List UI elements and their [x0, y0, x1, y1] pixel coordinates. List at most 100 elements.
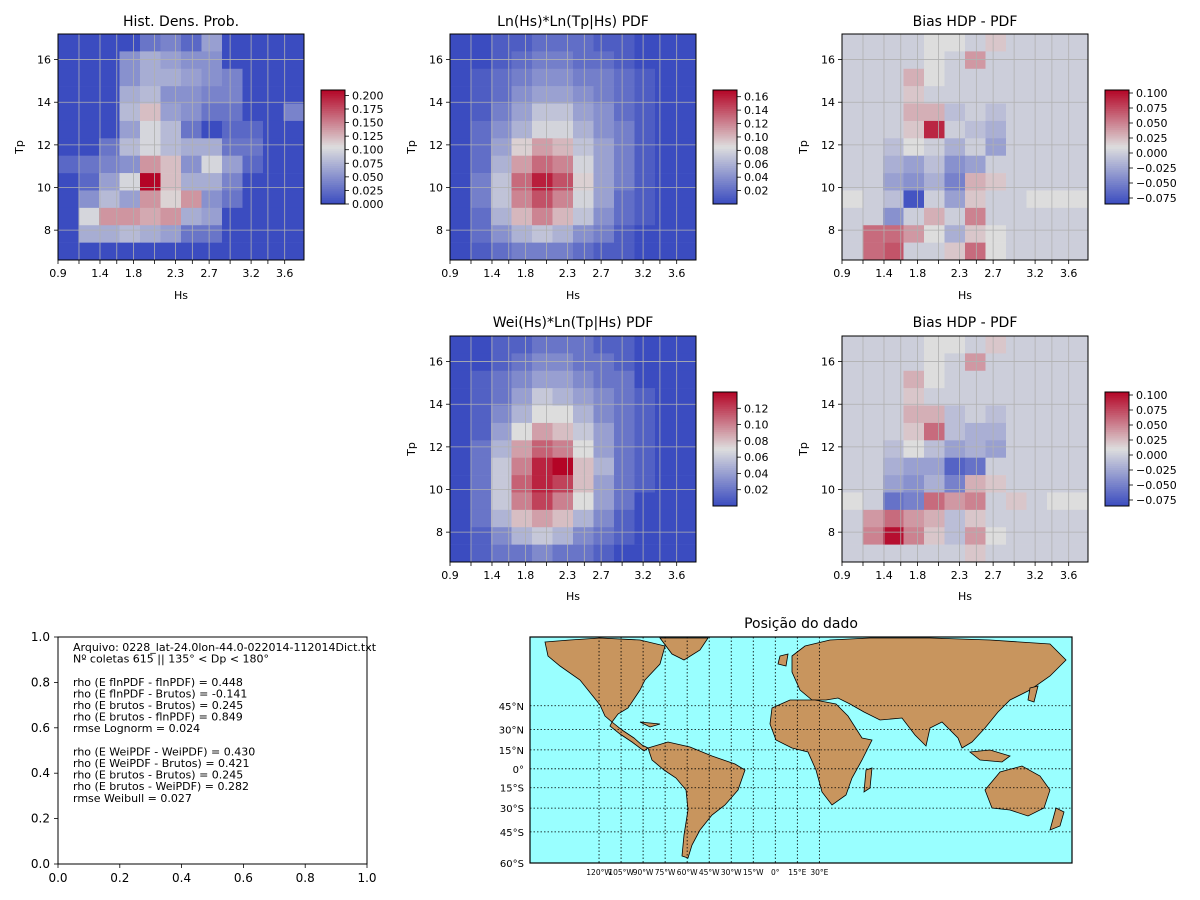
heatmap-frame	[449, 335, 697, 563]
heatmap-cell	[883, 225, 904, 243]
heatmap-cell	[450, 475, 471, 493]
colorbar-segment	[1105, 131, 1129, 135]
heatmap-cell	[1006, 190, 1027, 209]
heatmap-title: Hist. Dens. Prob.	[123, 14, 239, 30]
x-tick-label: 2.7	[200, 267, 218, 280]
heatmap-cell	[675, 51, 697, 70]
heatmap-cell	[283, 173, 305, 191]
x-tick-label: 2.7	[592, 569, 610, 582]
heatmap-ln-ln-pdf: Ln(Hs)*Ln(Tp|Hs) PDF Hs Tp 0.9 1.4 1.8 2.3 2…	[405, 14, 769, 302]
heatmap-cell	[222, 155, 243, 174]
heatmap-cell	[573, 353, 594, 372]
heatmap-cell	[1026, 353, 1048, 372]
heatmap-frame	[841, 33, 1089, 261]
heatmap-cell	[675, 225, 697, 243]
heatmap-cell	[1006, 405, 1027, 424]
x-tick-label: 0.9	[441, 569, 459, 582]
heatmap-cell	[573, 492, 594, 511]
colorbar-segment	[321, 114, 345, 117]
colorbar-segment	[713, 431, 737, 435]
text-panel-y-tick-label: 0.0	[31, 857, 50, 871]
heatmap-cell	[491, 34, 512, 52]
heatmap-cell	[593, 68, 615, 87]
x-tick-label: 0.9	[441, 267, 459, 280]
colorbar: −0.075 −0.050 −0.025 0.000 0.025 0.050 0.075 0.…	[1104, 389, 1177, 507]
heatmap-cell	[1006, 440, 1027, 458]
y-tick-label: 8	[44, 224, 51, 237]
heatmap-cell	[552, 34, 574, 52]
heatmap-cell	[944, 225, 966, 243]
heatmap-cell	[634, 388, 656, 406]
colorbar-segment	[713, 464, 737, 467]
heatmap-cell	[842, 492, 863, 511]
colorbar-segment	[321, 171, 345, 174]
heatmap-cell	[614, 34, 635, 52]
heatmap-cell	[1026, 492, 1048, 511]
heatmap-cell	[242, 34, 264, 52]
heatmap-cell	[470, 509, 492, 528]
heatmap-ylabel: Tp	[405, 442, 418, 457]
heatmap-cell	[470, 103, 492, 122]
colorbar-segment	[1105, 422, 1129, 425]
heatmap-title: Ln(Hs)*Ln(Tp|Hs) PDF	[497, 14, 649, 30]
heatmap-cell	[842, 86, 863, 104]
heatmap-cell	[1026, 190, 1048, 209]
world-map-panel: Posição do dado	[499, 616, 1073, 877]
heatmap-cell	[532, 353, 553, 372]
colorbar-segment	[713, 185, 737, 188]
heatmap-cell	[862, 120, 884, 139]
heatmap-cell	[1047, 120, 1068, 139]
heatmap-cell	[944, 155, 966, 174]
colorbar-segment	[713, 99, 737, 102]
heatmap-cell	[119, 86, 141, 104]
heatmap-cell	[450, 544, 471, 563]
heatmap-cell	[862, 353, 884, 372]
heatmap-cell	[99, 155, 120, 174]
map-lon-label: 30°E	[810, 868, 828, 877]
heatmap-cell	[470, 475, 492, 493]
heatmap-cell	[965, 207, 986, 226]
heatmap-cell	[1047, 457, 1068, 476]
heatmap-cell	[862, 527, 884, 545]
heatmap-cell	[1067, 527, 1089, 545]
heatmap-cell	[593, 475, 615, 493]
heatmap-cell	[181, 68, 202, 87]
heatmap-cell	[842, 336, 863, 354]
colorbar-segment	[1105, 428, 1129, 431]
heatmap-cell	[242, 155, 264, 174]
heatmap-cell	[532, 242, 553, 261]
heatmap-cell	[1047, 405, 1068, 424]
heatmap-cell	[965, 138, 986, 156]
colorbar-segment	[1105, 93, 1129, 97]
heatmap-cell	[1026, 370, 1048, 389]
colorbar-segment	[713, 135, 737, 138]
heatmap-cell	[573, 527, 594, 545]
heatmap-cell	[965, 155, 986, 174]
colorbar-segment	[321, 181, 345, 184]
heatmap-cell	[283, 34, 305, 52]
colorbar-tick-label: −0.025	[1136, 162, 1177, 175]
heatmap-cell	[160, 120, 182, 139]
y-tick-label: 16	[821, 54, 835, 67]
heatmap-cell	[511, 51, 533, 70]
heatmap-cell	[511, 336, 533, 354]
stats-text-lines: Arquivo: 0228_lat-24.0lon-44.0-022014-11…	[73, 641, 377, 805]
heatmap-cell	[78, 120, 100, 139]
heatmap-cell	[552, 509, 574, 528]
heatmap-cell	[1006, 34, 1027, 52]
heatmap-cell	[201, 120, 223, 139]
heatmap-cell	[99, 120, 120, 139]
colorbar-segment	[321, 90, 345, 93]
colorbar: 0.0000.0250.0500.0750.1000.1250.1500.175…	[320, 89, 384, 211]
colorbar-segment	[321, 177, 345, 180]
heatmap-cell	[842, 544, 863, 563]
heatmap-cell	[1026, 242, 1048, 261]
heatmap-cell	[924, 51, 945, 70]
x-tick-label: 2.7	[984, 569, 1002, 582]
heatmap-cell	[99, 86, 120, 104]
colorbar-segment	[713, 403, 737, 406]
heatmap-cell	[511, 370, 533, 389]
heatmap-cell	[842, 34, 863, 52]
heatmap-cell	[675, 509, 697, 528]
